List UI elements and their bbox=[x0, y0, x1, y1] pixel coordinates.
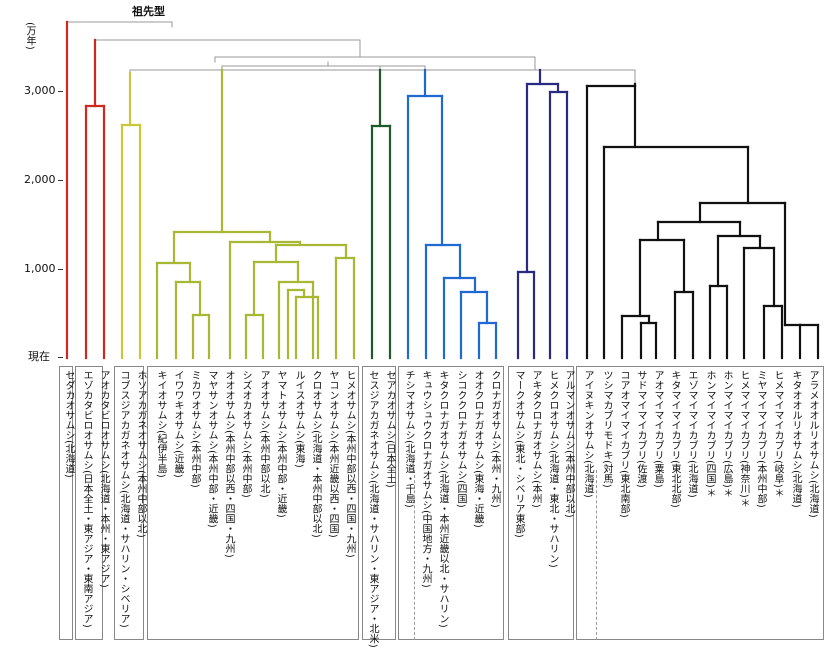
axis-tick-mark bbox=[58, 91, 63, 92]
leaf-label: マヤサンオサムシ(本州中部・近畿) bbox=[206, 370, 217, 528]
axis-tick-present: 現在 bbox=[28, 350, 50, 363]
axis-unit-label: (万年) bbox=[24, 22, 35, 50]
leaf-label: アオマイマイカブリ(粟島) bbox=[652, 370, 663, 488]
leaf-label: アルマンオサムシ(本州中部以北) bbox=[563, 370, 574, 518]
leaf-label: アオオサムシ(本州中部以北) bbox=[258, 370, 269, 498]
leaf-label: コアオマイマイカブリ(東北南部) bbox=[618, 370, 629, 518]
leaf-label: イワワキオサムシ(近畿) bbox=[172, 370, 183, 478]
leaf-label: セダカオサムシ(北海道) bbox=[63, 370, 74, 478]
leaf-label: セアカオサムシ(日本全土) bbox=[384, 370, 395, 488]
axis-tick-mark bbox=[58, 180, 63, 181]
group-box-6 bbox=[398, 366, 504, 640]
group-box-4 bbox=[147, 366, 359, 640]
leaf-label: シズオカオサムシ(本州中部) bbox=[240, 370, 251, 498]
axis-tick-mark bbox=[58, 357, 63, 358]
leaf-label: クロオサムシ(北海道・本州中部以北) bbox=[310, 370, 321, 538]
leaf-label: ヒメマイマイカブリ(岐阜)＊ bbox=[772, 370, 783, 498]
leaf-label: キタオオルリオサムシ(北海道) bbox=[790, 370, 801, 508]
leaf-label: ヤマトオサムシ(本州中部・近畿) bbox=[275, 370, 286, 518]
group-box-8 bbox=[576, 366, 824, 640]
leaf-label: ミヤマイマイカブリ(本州中部) bbox=[755, 370, 766, 508]
leaf-label: アオカタビロオサムシ(北海道・本州・東アジア) bbox=[98, 370, 109, 588]
group-separator bbox=[414, 470, 415, 640]
group-box-5 bbox=[362, 366, 396, 640]
leaf-label: キタクロナガオサムシ(北海道・本州近畿以北・サハリン) bbox=[437, 370, 448, 628]
leaf-label: チシマオサムシ(北海道・千島) bbox=[403, 370, 414, 508]
group-box-2 bbox=[75, 366, 103, 640]
group-box-1 bbox=[59, 366, 73, 640]
group-box-3 bbox=[114, 366, 144, 640]
leaf-label: ホンマイマイカブリ(四国)＊ bbox=[704, 370, 715, 498]
leaf-label: キイオサムシ(紀伊半島) bbox=[155, 370, 166, 478]
leaf-label: エゾマイマイカブリ(北海道) bbox=[686, 370, 697, 498]
leaf-label: オオクロナガオサムシ(東海・近畿) bbox=[472, 370, 483, 528]
axis-tick-1000: 1,000 bbox=[24, 262, 56, 275]
leaf-label: クロナガオサムシ(本州・九州) bbox=[489, 370, 500, 508]
leaf-label: アキタクロナガオサムシ(本州) bbox=[530, 370, 541, 508]
leaf-label: ルイスオサムシ(東海) bbox=[293, 370, 304, 468]
axis-tick-mark bbox=[58, 269, 63, 270]
leaf-label: ツシマカブリモドキ(対馬) bbox=[601, 370, 612, 488]
leaf-label: サドマイマイカブリ(佐渡) bbox=[635, 370, 646, 488]
ancestor-label: 祖先型 bbox=[132, 5, 165, 18]
leaf-label: エゾカタビロオサムシ(日本全土・東アジア・東南アジア) bbox=[81, 370, 92, 628]
leaf-label: ミカワオサムシ(本州中部) bbox=[189, 370, 200, 488]
leaf-label: マークオサムシ(東北・シベリア東部) bbox=[513, 370, 524, 538]
leaf-label: ヒメマイマイカブリ(神奈川)＊ bbox=[738, 370, 749, 508]
group-separator bbox=[596, 470, 597, 640]
leaf-label: キュウシュウクロナガオサムシ(中国地方・九州) bbox=[420, 370, 431, 588]
axis-tick-3000: 3,000 bbox=[24, 84, 56, 97]
leaf-label: ホンマイマイカブリ(広島)＊ bbox=[721, 370, 732, 498]
leaf-label: シコククロナガオサムシ(四国) bbox=[455, 370, 466, 508]
leaf-label: ヒメクロオサムシ(北海道・東北・サハリン) bbox=[547, 370, 558, 568]
leaf-label: アラメオオルリオサムシ(北海道) bbox=[807, 370, 818, 518]
group-box-7 bbox=[508, 366, 574, 640]
leaf-label: コブスジアカガネオサムシ(北海道・サハリン・シベリア) bbox=[118, 370, 129, 628]
leaf-label: ヤコンオサムシ(本州近畿以西・四国) bbox=[327, 370, 338, 538]
leaf-label: キタマイマイカブリ(東北北部) bbox=[669, 370, 680, 508]
leaf-label: オオオサムシ(本州中部以西・四国・九州) bbox=[223, 370, 234, 558]
leaf-label: アイヌキンオサムシ(北海道) bbox=[582, 370, 593, 498]
axis-tick-2000: 2,000 bbox=[24, 173, 56, 186]
leaf-label: ヒメオサムシ(本州中部以西・四国・九州) bbox=[344, 370, 355, 558]
leaf-label: ホソアカガネオサムシ(本州中部以北) bbox=[135, 370, 146, 538]
leaf-label: セスジアカガネオサムシ(北海道・サハリン・東アジア・北米) bbox=[367, 370, 378, 648]
